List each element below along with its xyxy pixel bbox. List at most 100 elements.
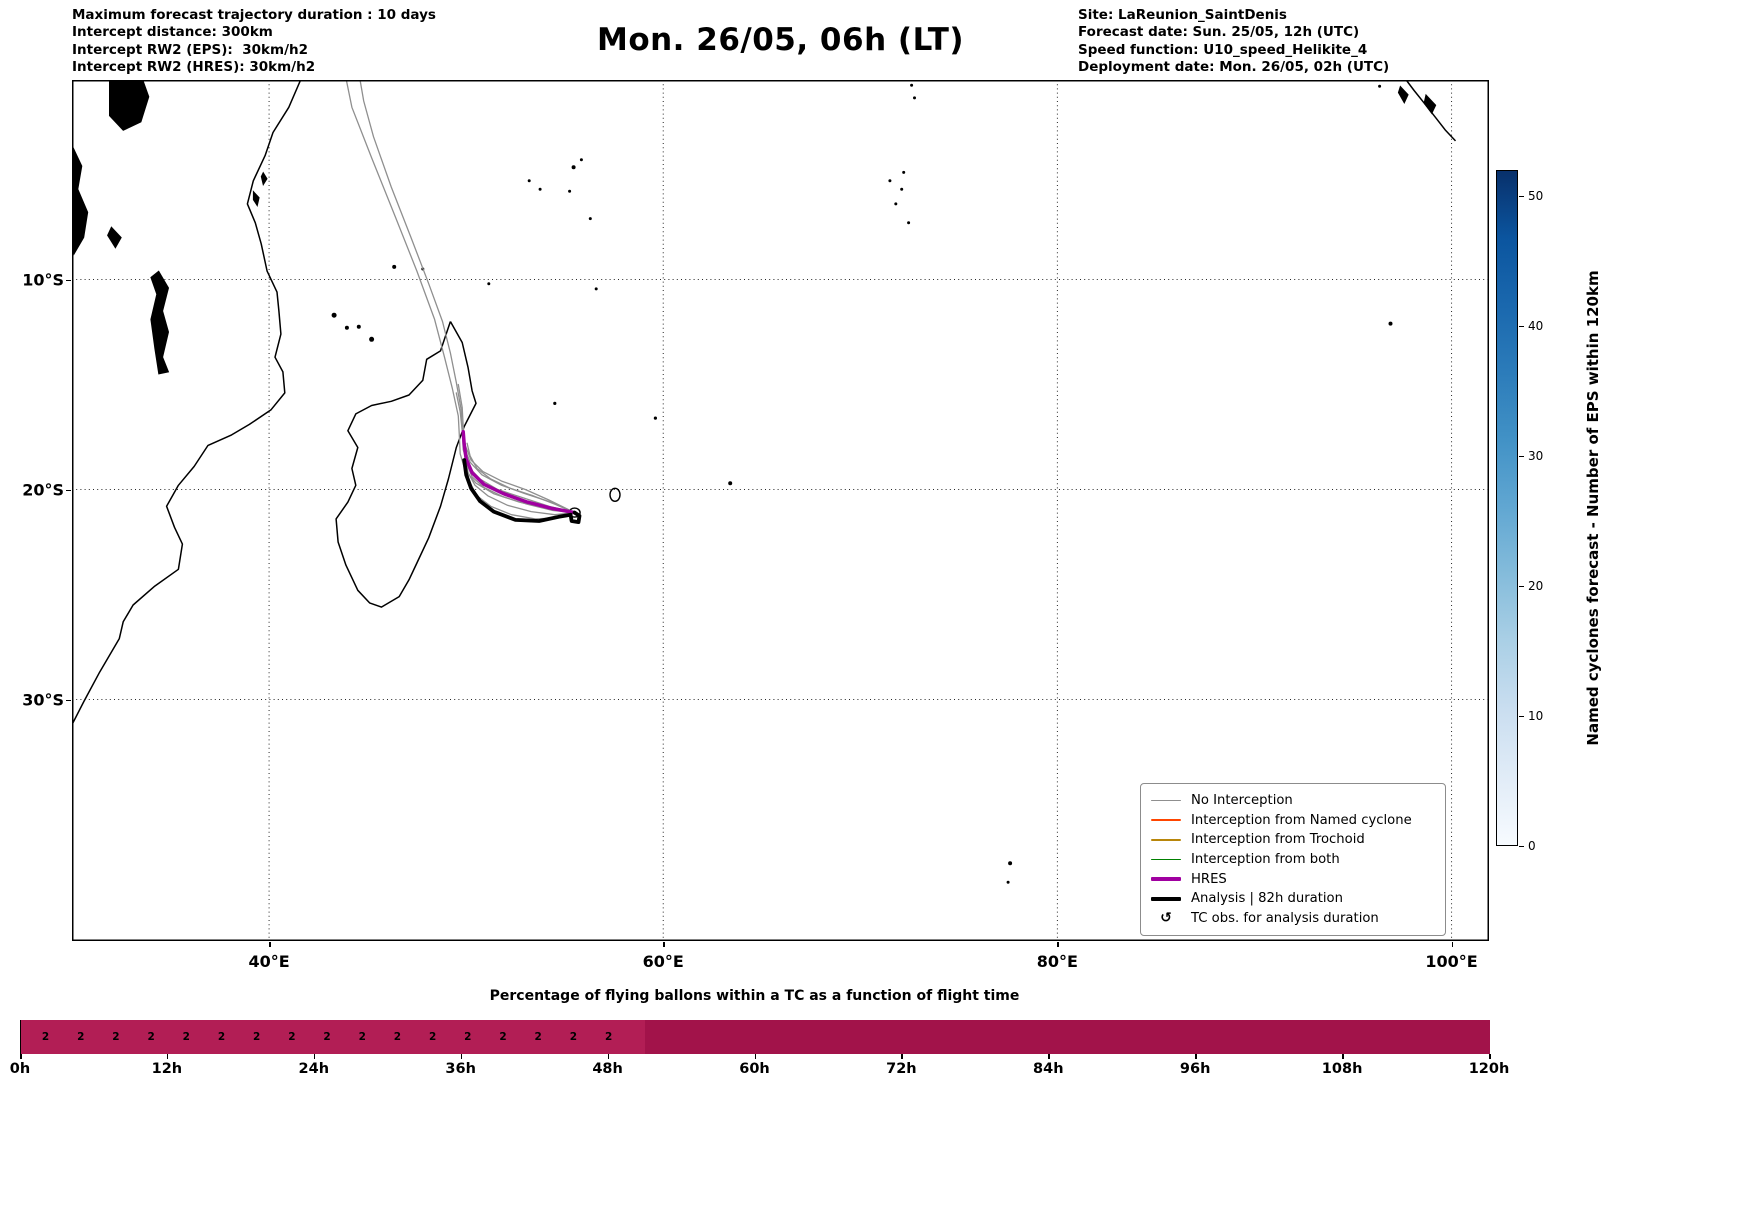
island-dot (910, 83, 914, 87)
island-dot (888, 179, 892, 183)
strip-segment (21, 1020, 646, 1054)
island-dot (392, 264, 397, 269)
strip-value-label: 2 (429, 1031, 437, 1043)
lake-or-island-shape (150, 270, 170, 375)
strip-value-label: 2 (182, 1031, 190, 1043)
strip-value-label: 2 (569, 1031, 578, 1043)
strip-value-label: 2 (534, 1031, 542, 1043)
island-dot (1006, 880, 1010, 884)
island-dot (553, 401, 557, 405)
legend-line-sample (1151, 819, 1181, 821)
island-dot (331, 312, 337, 318)
strip-tick-mark (1195, 1054, 1197, 1059)
island-dot (902, 170, 906, 174)
colorbar (1496, 170, 1518, 846)
island-dot (728, 481, 733, 486)
strip-tick-mark (166, 1054, 169, 1059)
coastline (335, 321, 477, 608)
lake-or-island-shape (252, 190, 260, 208)
x-tick-label: 100°E (1425, 952, 1478, 971)
header-right-line-4: Deployment date: Mon. 26/05, 02h (UTC) (1078, 59, 1390, 76)
island-outline (609, 487, 621, 502)
colorbar-tick-label: 0 (1528, 839, 1536, 853)
legend-line-sample (1151, 877, 1181, 881)
header-right-line-3: Speed function: U10_speed_Helikite_4 (1078, 41, 1368, 58)
colorbar-tick-mark (1519, 326, 1524, 328)
strip-tick-label: 48h (592, 1061, 623, 1077)
strip-tick-mark (20, 1054, 22, 1059)
trajectory-no-interception (466, 442, 576, 514)
island-dot (356, 324, 361, 329)
strip-tick-label: 72h (886, 1061, 917, 1077)
header-left-block: Maximum forecast trajectory duration : 1… (72, 7, 436, 77)
strip-chart-bar: 2 2 2 2 2 2 2 2 2 2 2 2 2 2 2 2 2 (20, 1020, 1490, 1054)
strip-tick-label: 12h (151, 1061, 183, 1077)
colorbar-tick-label: 10 (1528, 709, 1544, 723)
strip-tick-label: 108h (1321, 1061, 1363, 1077)
trajectory-hres (461, 430, 577, 515)
legend-item-label: TC obs. for analysis duration (1191, 910, 1379, 926)
island-dot (568, 189, 572, 193)
y-tick-mark (66, 489, 71, 491)
strip-tick-label: 84h (1033, 1061, 1064, 1077)
map-legend: No Interception Interception from Named c… (1140, 783, 1446, 936)
x-tick-mark (269, 942, 271, 947)
coastline (72, 80, 302, 726)
legend-item-interception-from-both: Interception from both (1151, 850, 1435, 869)
legend-line-sample (1151, 897, 1181, 901)
legend-item-label: Interception from Named cyclone (1191, 812, 1412, 828)
strip-tick-mark (460, 1054, 463, 1059)
map-border (72, 80, 1489, 941)
strip-value-label: 2 (323, 1031, 331, 1043)
colorbar-tick-label: 20 (1528, 579, 1544, 593)
legend-item-label: HRES (1191, 871, 1227, 887)
header-left-line-3: Intercept RW2 (EPS): 30km/h2 (72, 41, 308, 58)
island-dot (527, 179, 531, 183)
x-tick-label: 80°E (1036, 952, 1078, 971)
legend-line-sample (1151, 799, 1181, 802)
legend-line (1151, 799, 1181, 802)
strip-value-label: 2 (112, 1031, 120, 1043)
island-dot (344, 325, 349, 330)
lake-or-island-shape (107, 226, 122, 249)
legend-line (1151, 839, 1181, 841)
strip-value-label: 2 (217, 1031, 226, 1043)
legend-line (1151, 819, 1181, 821)
colorbar-tick-mark (1519, 196, 1524, 198)
header-right-line-1: Site: LaReunion_SaintDenis (1078, 7, 1287, 23)
lake-or-island-shape (1397, 85, 1409, 104)
strip-tick-mark (607, 1054, 610, 1059)
legend-line (1151, 858, 1181, 861)
legend-item-label: Analysis | 82h duration (1191, 891, 1343, 907)
strip-chart-title: Percentage of flying ballons within a TC… (489, 988, 1020, 1004)
x-tick-label: 60°E (642, 952, 684, 971)
island-dot (900, 187, 904, 191)
colorbar-tick-mark (1519, 586, 1524, 588)
lake-or-island-shape (1423, 93, 1437, 115)
island-dot (913, 96, 916, 100)
island-dot (369, 336, 375, 342)
legend-item-interception-from-trochoid: Interception from Trochoid (1151, 830, 1435, 849)
colorbar-tick-label: 50 (1528, 189, 1544, 203)
strip-tick-label: 60h (739, 1061, 770, 1077)
strip-tick-label: 36h (445, 1061, 476, 1077)
colorbar-tick-mark (1519, 846, 1524, 848)
strip-tick-mark (313, 1054, 316, 1059)
legend-item-hres: HRES (1151, 870, 1435, 889)
legend-item-no-interception: No Interception (1151, 791, 1435, 810)
strip-tick-mark (901, 1054, 903, 1059)
trajectory-no-interception (345, 80, 576, 514)
colorbar-tick-label: 40 (1528, 319, 1544, 333)
strip-value-label: 2 (358, 1031, 366, 1043)
colorbar-tick-label: 30 (1528, 449, 1544, 463)
header-left-line-4: Intercept RW2 (HRES): 30km/h2 (72, 59, 316, 76)
legend-item-label: Interception from Trochoid (1191, 832, 1365, 848)
strip-tick-mark (754, 1054, 756, 1059)
y-tick-mark (66, 279, 71, 281)
lake-or-island-shape (72, 144, 89, 256)
y-tick-label: 30°S (22, 690, 64, 709)
legend-line-sample (1151, 858, 1181, 861)
legend-item-label: Interception from both (1191, 851, 1340, 867)
tc-obs-icon: ↺ (1160, 910, 1172, 927)
